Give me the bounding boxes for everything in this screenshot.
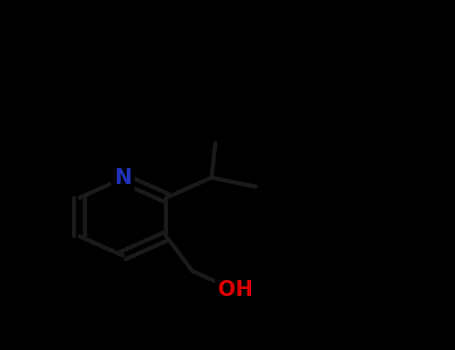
Text: OH: OH	[218, 280, 253, 300]
Text: N: N	[114, 168, 131, 189]
